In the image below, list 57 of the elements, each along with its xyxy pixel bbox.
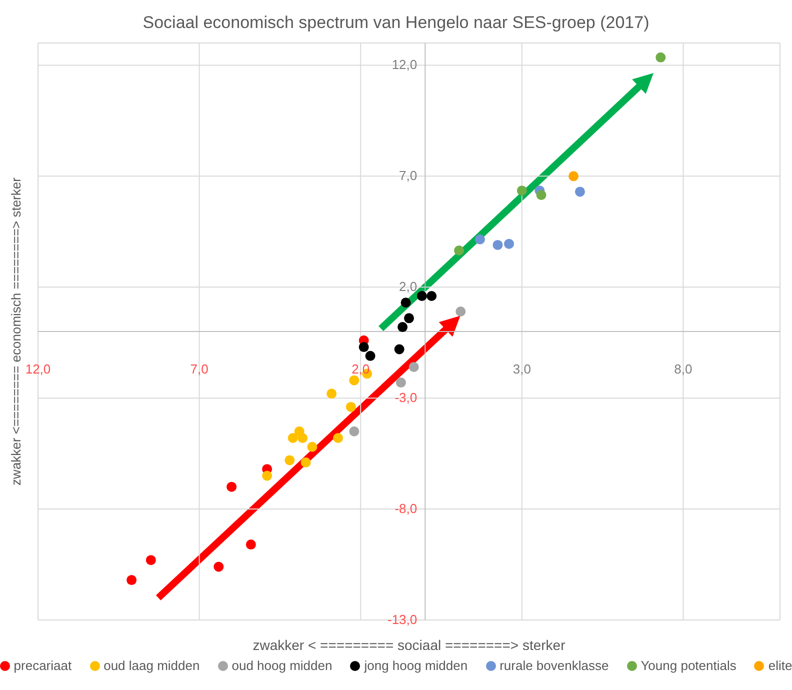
point [307,442,318,452]
point [365,350,376,361]
y-tick-label: -8,0 [394,501,418,516]
point [574,186,585,197]
point [326,388,337,399]
point [298,433,308,444]
point [474,234,485,244]
point [300,457,311,468]
point [349,375,360,386]
point [226,482,237,492]
x-axis-title: zwakker < ========= sociaal ========> sterker [252,637,566,653]
point [408,362,419,372]
legend-label: oud laag midden [102,658,200,673]
y-tick-label: 7,0 [399,168,418,184]
point [146,555,156,566]
point [358,342,369,352]
y-axis-title: zwakker <======== economisch ========> sterker [8,176,24,486]
x-tick-label: 12,0 [25,362,51,376]
point [456,306,466,317]
y-tick-label: 12,0 [392,57,418,72]
legend-label: jong hoog midden [363,658,468,673]
legend-label: rurale bovenklasse [498,658,609,673]
x-tick-label: 3,0 [512,362,531,376]
legend-label: precariaat [12,658,72,673]
y-tick-label: -3,0 [394,390,418,406]
point [426,290,437,301]
point [400,298,411,308]
point [349,426,360,436]
point [126,575,137,586]
legend-label: elite [767,658,792,673]
chart-title: Sociaal economisch spectrum van Hengelo naar SES-groep (2017) [142,12,650,34]
point [404,313,414,324]
point [454,246,464,256]
legend-label: oud hoog midden [230,658,332,673]
point [333,433,344,444]
point [656,52,666,62]
legend-label: Young potentials [640,658,736,673]
point [246,540,256,550]
point [214,562,224,572]
point [568,171,579,182]
x-tick-label: 2,0 [352,362,370,376]
x-tick-label: 8,0 [674,362,692,376]
point [284,455,295,466]
point [536,190,546,200]
point [492,240,503,250]
point [416,290,427,301]
point [262,470,272,481]
x-tick-label: 7,0 [190,362,208,376]
point [516,186,527,196]
y-tick-label: -13,0 [387,612,418,627]
point [288,433,298,444]
point [396,378,406,388]
point [504,238,514,249]
y-tick-label: 2,0 [399,279,418,294]
point [394,344,404,354]
point [346,402,356,412]
point [398,322,408,332]
